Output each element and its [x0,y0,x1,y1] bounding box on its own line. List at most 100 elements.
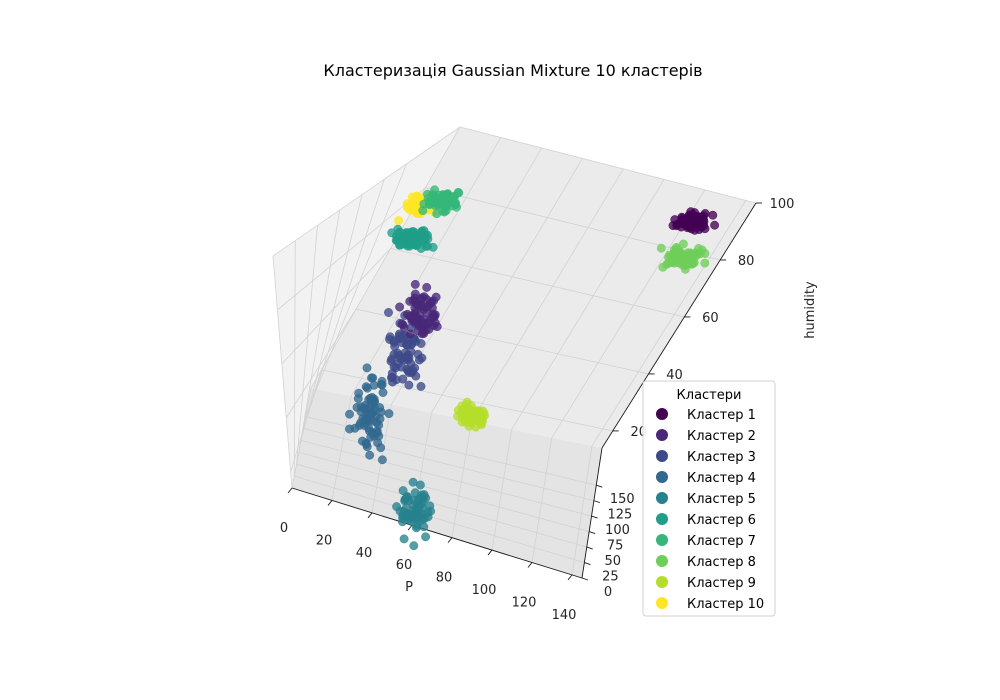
data-point [395,233,405,243]
data-point [668,221,678,231]
data-point [441,206,451,216]
data-point [423,512,433,522]
data-point [357,436,367,446]
z-tick-label: 40 [666,368,683,383]
grid-line [350,137,502,397]
grid-line [310,126,461,389]
grid-line [272,255,293,489]
data-point [356,418,366,428]
x-tick-mark [367,512,373,519]
grid-line [305,163,407,417]
data-point [434,194,444,204]
data-point [686,212,696,222]
data-point [700,258,710,268]
data-point [362,383,372,393]
legend-marker [656,534,668,546]
data-point [423,241,433,251]
grid-line [531,437,553,563]
data-point [416,381,426,391]
data-point [378,388,388,397]
data-point [700,224,710,234]
data-point [403,511,413,521]
data-point [425,501,435,511]
data-point [427,303,437,313]
data-point [410,279,420,289]
gridlines [272,126,757,579]
data-point [678,250,688,260]
grid-line [300,439,592,517]
grid-line [298,451,590,532]
grid-line [296,463,587,548]
grid-line [390,248,685,318]
grid-line [511,179,665,430]
data-point [423,194,433,204]
data-point [408,477,418,487]
scatter-points [345,185,720,551]
legend-marker [656,597,668,609]
legend-marker [656,513,668,525]
grid-line [293,240,296,477]
y-tick-label: 150 [610,492,635,507]
data-point [387,354,397,364]
grid-line [491,429,513,551]
y-tick-label: 0 [604,585,612,600]
x-tick-mark [527,562,533,568]
data-point [418,324,428,333]
data-point [682,259,692,269]
data-point [354,388,364,398]
y-tick-mark [593,500,601,504]
data-point [710,220,720,230]
legend-label: Кластер 5 [687,492,756,507]
z-axis-label: humidity [803,281,818,339]
data-point [418,206,428,216]
legend-label: Кластер 9 [687,576,756,591]
y-tick-mark [589,531,596,534]
data-point [403,366,413,376]
data-point [421,532,431,542]
legend-marker [656,555,668,567]
grid-line [302,179,385,429]
data-point [700,249,710,258]
x-tick-label: 0 [280,521,288,536]
grid-line [272,126,461,257]
data-point [422,282,432,292]
legend-marker [656,471,668,483]
data-point [412,507,422,517]
data-point [410,488,420,498]
data-point [385,332,395,342]
data-point [396,354,405,364]
y-axis-line [581,447,603,579]
grid-line [285,308,357,419]
data-point [444,194,454,204]
grid-line [431,158,583,414]
y-tick-mark [584,562,591,565]
y-tick-label: 25 [602,570,619,585]
data-point [421,493,431,503]
z-tick-label: 100 [770,197,795,212]
data-point [392,502,402,512]
data-point [411,297,421,306]
z-axis-line [601,202,757,449]
grid-line [294,475,585,563]
data-point [369,394,379,404]
y-tick-mark [586,546,593,550]
data-point [409,541,419,551]
legend-marker [656,408,668,420]
x-tick-label: 40 [356,546,373,561]
axis-ticks: 0204060801001201400255075100125150204060… [280,197,795,623]
data-point [406,347,416,357]
legend-label: Кластер 7 [687,534,756,549]
legend-label: Кластер 8 [687,555,756,570]
legend-label: Кластер 3 [687,450,756,465]
grid-line [451,421,472,538]
x-tick-mark [407,524,413,531]
data-point [395,302,405,312]
legend-marker [656,429,668,441]
data-point [477,420,486,430]
data-point [345,409,354,419]
legend-label: Кластер 2 [687,429,756,444]
x-tick-mark [487,549,493,556]
x-tick-mark [287,487,293,494]
data-point [345,424,354,434]
data-point [375,403,385,413]
